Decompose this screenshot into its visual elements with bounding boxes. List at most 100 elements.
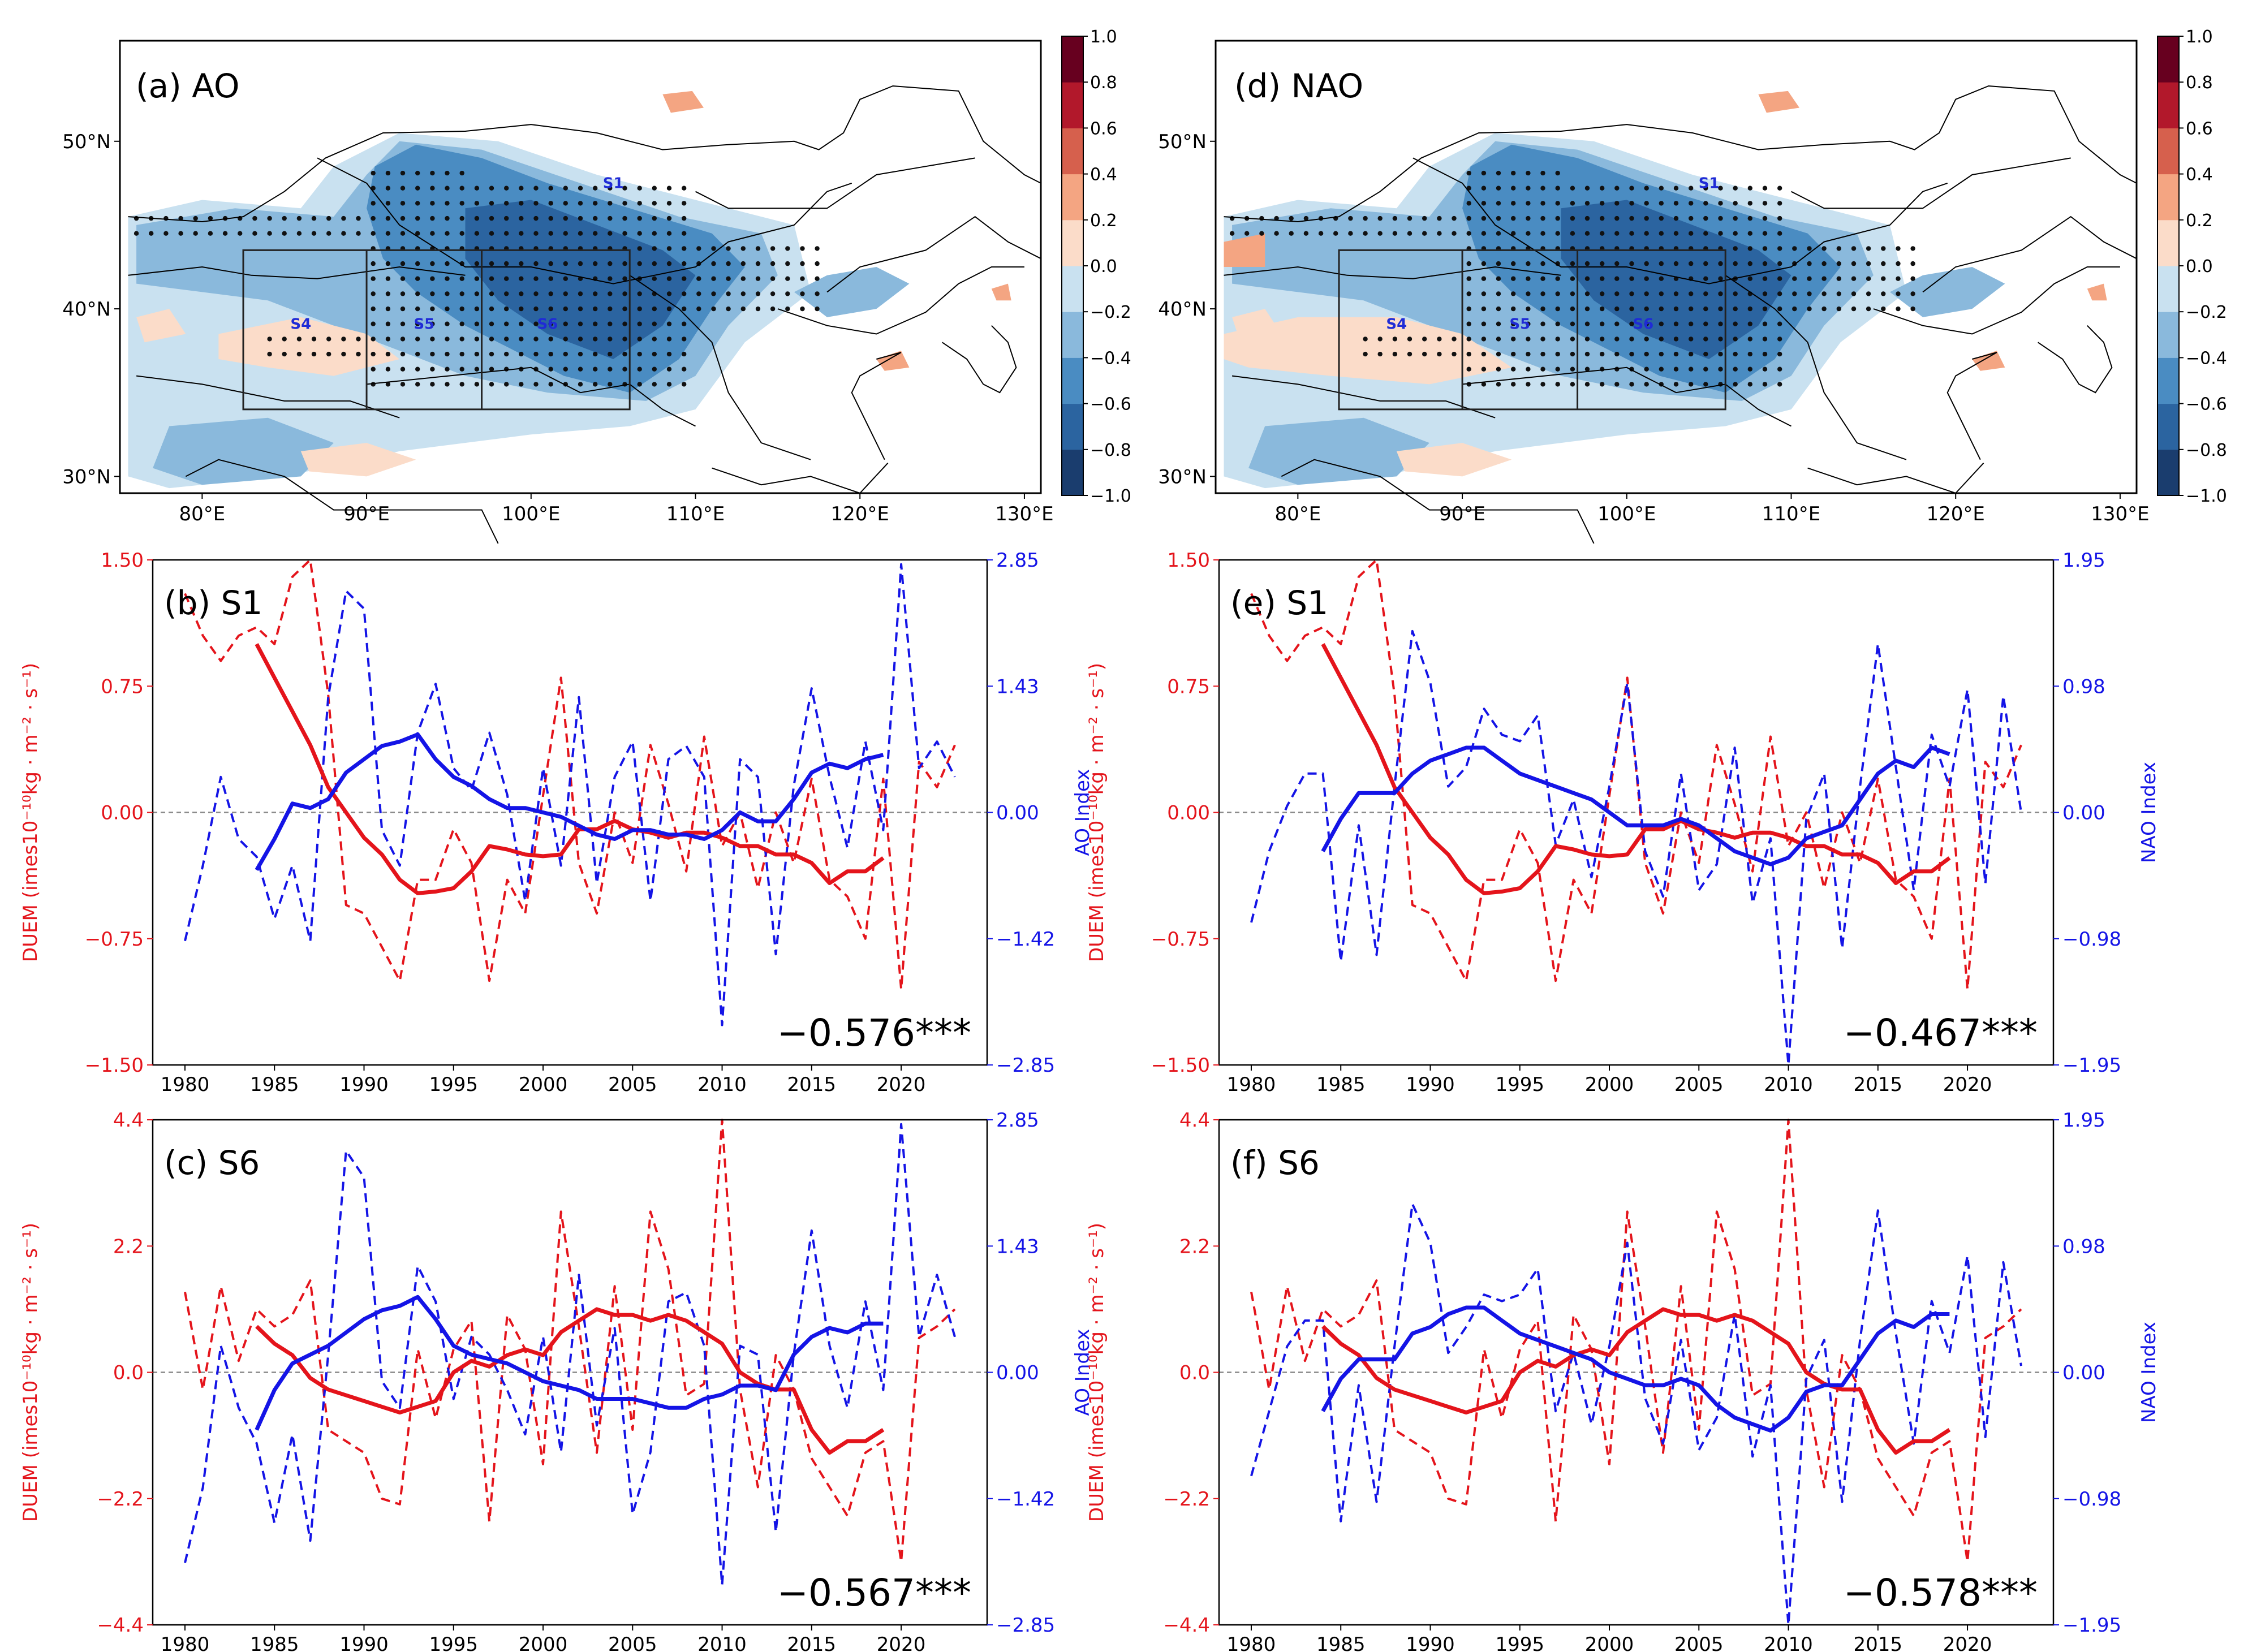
significance-dot — [815, 261, 820, 266]
significance-dot — [637, 246, 642, 251]
significance-dot — [1614, 291, 1620, 296]
latitude-tick-labels: 30°N 40°N 50°N — [62, 131, 120, 488]
study-region-box — [242, 249, 631, 411]
significance-dot — [1659, 291, 1664, 296]
significance-dot — [1777, 291, 1782, 296]
significance-dot — [1584, 337, 1590, 342]
index-smoothed-series — [1321, 745, 1950, 866]
coast-border — [777, 266, 1024, 335]
significance-dot — [430, 170, 435, 176]
province-border — [1676, 383, 1791, 427]
significance-dot — [1629, 351, 1634, 357]
significance-dot — [1851, 291, 1857, 296]
significance-dot — [1689, 366, 1694, 372]
significance-dot — [666, 337, 672, 342]
significance-dot — [1762, 186, 1768, 191]
x-tick-label: 1990 — [339, 1633, 389, 1652]
significance-dot — [1570, 201, 1575, 206]
colorbar-tick-label: −0.2 — [1090, 303, 1131, 322]
colorbar-segment — [1062, 128, 1083, 175]
significance-dot — [1244, 231, 1250, 236]
significance-dot — [548, 337, 553, 342]
significance-dot — [1644, 215, 1649, 221]
significance-dot — [1733, 186, 1738, 191]
significance-dot — [1496, 291, 1501, 296]
significance-dot — [608, 306, 613, 312]
significance-dot — [371, 351, 376, 357]
significance-dot — [1792, 276, 1797, 281]
significance-dot — [637, 306, 642, 312]
significance-dot — [1762, 351, 1768, 357]
significance-dot — [1851, 246, 1857, 251]
colorbar-segment — [1062, 403, 1083, 450]
significance-dot — [415, 291, 420, 296]
significance-dot — [1747, 201, 1752, 206]
significance-dot — [400, 337, 406, 342]
significance-dot — [726, 276, 731, 281]
y-axis-label: DUEM (imes10⁻¹⁰kg · m⁻² · s⁻¹) — [19, 1223, 42, 1522]
colorbar-segment — [2157, 128, 2179, 175]
significance-dot — [533, 261, 539, 266]
region-label-s4: S4 — [290, 316, 311, 333]
significance-dot — [770, 246, 776, 251]
significance-dot — [622, 291, 627, 296]
index-annual-series — [184, 563, 956, 1026]
significance-dot — [637, 215, 642, 221]
significance-dot — [637, 231, 642, 236]
significance-dot — [1259, 231, 1264, 236]
significance-dot — [770, 291, 776, 296]
northeast-negative-area — [1889, 267, 2005, 317]
significance-dot — [1600, 382, 1605, 387]
significance-dot — [519, 291, 524, 296]
significance-dot — [1821, 261, 1827, 266]
significance-dot — [1377, 215, 1383, 221]
significance-dot — [563, 231, 568, 236]
significance-dot — [1689, 186, 1694, 191]
significance-dot — [578, 186, 583, 191]
significance-dot — [415, 306, 420, 312]
significance-dot — [208, 215, 213, 221]
significance-dot — [385, 215, 391, 221]
significance-dot — [1673, 306, 1679, 312]
colorbar-tick-label: 0.6 — [1090, 119, 1117, 139]
significance-dot — [1673, 186, 1679, 191]
significance-dot — [1659, 201, 1664, 206]
duem-annual-series — [1250, 559, 2022, 990]
significance-dot — [563, 276, 568, 281]
y2-axis-label: AO Index — [1071, 769, 1094, 856]
significance-dot — [400, 231, 406, 236]
significance-dot — [1555, 231, 1560, 236]
significance-dot — [1452, 215, 1457, 221]
significance-dot — [682, 276, 687, 281]
significance-dot — [1511, 321, 1516, 326]
significance-dot — [1807, 246, 1812, 251]
significance-dot — [445, 276, 450, 281]
significance-dot — [1866, 246, 1871, 251]
line-panel-e-s1: 1980 1985 1990 1995 2000 2005 2010 2015 2020 −1.5… — [1086, 549, 2160, 1096]
significance-dot — [1318, 231, 1324, 236]
x-tick-label: 2010 — [1764, 1073, 1813, 1096]
significance-dot — [1526, 382, 1531, 387]
significance-dot — [1851, 306, 1857, 312]
significance-dot — [1540, 306, 1545, 312]
significance-dot — [1747, 337, 1752, 342]
line-panel-b-s1: 1980 1985 1990 1995 2000 2005 2010 2015 2020 −1.5… — [19, 549, 1094, 1096]
lon-tick-label: 80°E — [179, 503, 225, 525]
province-border — [580, 383, 696, 427]
significance-dot — [1762, 231, 1768, 236]
region-boxes: S1 S4 S5 S6 — [242, 175, 631, 411]
significance-dot — [1747, 366, 1752, 372]
map-panel-title: (d) NAO — [1234, 67, 1363, 105]
significance-dot — [1777, 337, 1782, 342]
significance-dot — [356, 215, 361, 221]
significance-dot — [563, 201, 568, 206]
significance-dot — [489, 201, 494, 206]
coast-border — [1873, 266, 2120, 335]
significance-dot — [800, 276, 805, 281]
significance-dot — [1584, 215, 1590, 221]
significance-dot — [1733, 351, 1738, 357]
significance-dot — [1762, 215, 1768, 221]
region-label-s5: S5 — [414, 316, 434, 333]
significance-dot — [1673, 231, 1679, 236]
significance-dot — [519, 306, 524, 312]
